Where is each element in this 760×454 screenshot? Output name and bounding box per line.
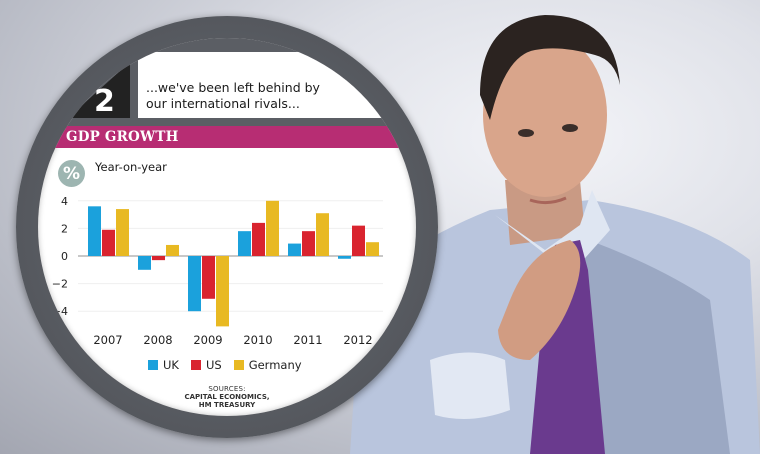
sources-line-2: HM TREASURY [198, 401, 256, 409]
legend-item-germany: Germany [233, 358, 302, 372]
bar-uk-2012 [338, 256, 351, 259]
bar-us-2007 [102, 229, 115, 256]
y-tick-label: 4 [61, 195, 68, 208]
legend-label-us: US [205, 358, 222, 372]
bar-germany-2008 [166, 244, 179, 256]
bar-us-2010 [252, 222, 265, 256]
legend-swatch-germany [233, 360, 244, 370]
x-tick-label: 2012 [343, 333, 372, 347]
quote-line-1: ...we've been left behind by [146, 80, 320, 95]
bar-uk-2009 [188, 256, 201, 312]
x-tick-label: 2008 [143, 333, 172, 347]
portrait-illustration [350, 15, 760, 454]
bar-germany-2010 [266, 200, 279, 256]
x-tick-label: 2011 [293, 333, 322, 347]
bar-us-2009 [202, 256, 215, 299]
x-tick-label: 2010 [243, 333, 272, 347]
y-tick-label: 0 [61, 250, 68, 263]
bar-uk-2010 [238, 231, 251, 256]
chart-legend: UK US Germany [148, 358, 302, 372]
legend-label-uk: UK [163, 358, 179, 372]
bar-uk-2007 [88, 206, 101, 256]
bar-germany-2011 [316, 213, 329, 256]
bar-germany-2007 [116, 209, 129, 256]
infographic-panel: 2 ...we've been left behind by our inter… [38, 38, 416, 416]
sources-note: SOURCES: CAPITAL ECONOMICS, HM TREASURY [38, 385, 416, 409]
y-tick-label: −4 [52, 305, 68, 318]
sources-line-1: CAPITAL ECONOMICS, [184, 393, 270, 401]
bar-germany-2012 [366, 242, 379, 256]
legend-item-uk: UK [148, 358, 179, 372]
title-banner [38, 126, 408, 148]
legend-label-germany: Germany [248, 358, 302, 372]
chart-subtitle: Year-on-year [95, 160, 167, 174]
bar-us-2012 [352, 225, 365, 256]
bar-germany-2009 [216, 256, 229, 327]
x-tick-label: 2007 [93, 333, 122, 347]
quote-line-2: our international rivals... [146, 96, 300, 111]
quote-box [138, 52, 416, 118]
bar-uk-2011 [288, 243, 301, 256]
x-tick-label: 2009 [193, 333, 222, 347]
bar-us-2008 [152, 256, 165, 261]
bar-us-2011 [302, 231, 315, 256]
sources-label: SOURCES: [208, 385, 246, 393]
item-number: 2 [94, 84, 115, 119]
bar-uk-2008 [138, 256, 151, 270]
chart-title: GDP GROWTH [66, 129, 179, 145]
portrait-photo [330, 0, 760, 454]
legend-swatch-uk [148, 360, 158, 370]
y-tick-label: −2 [52, 278, 68, 291]
legend-item-us: US [190, 358, 222, 372]
y-tick-label: 2 [61, 222, 68, 235]
legend-swatch-us [190, 360, 201, 370]
quote-text: ...we've been left behind by our interna… [146, 80, 386, 112]
percent-icon: % [58, 160, 85, 187]
bar-chart: 4 2 0 −2 −4 2007 2008 2009 2010 2011 2012 [52, 195, 383, 347]
